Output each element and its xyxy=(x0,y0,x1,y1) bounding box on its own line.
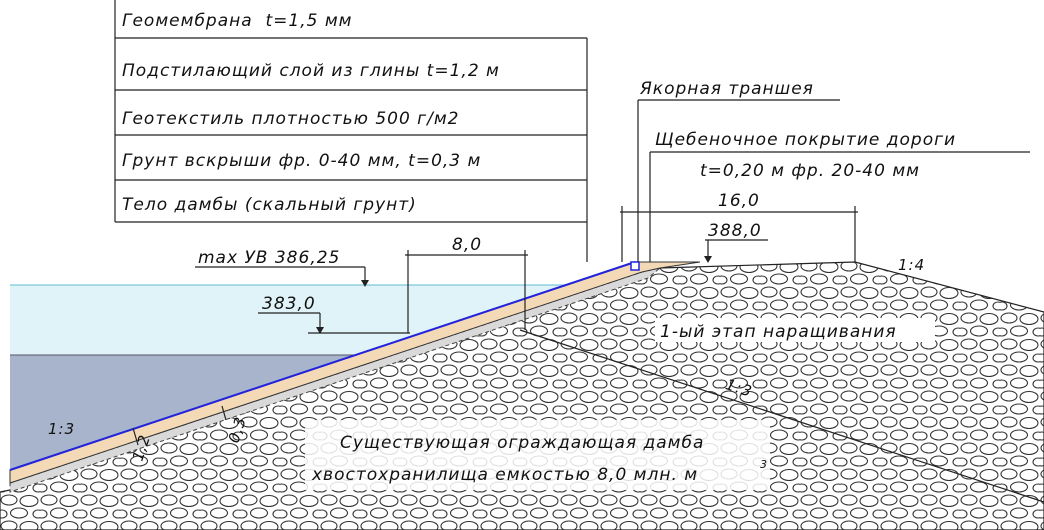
slope-label: 1:3 xyxy=(48,420,75,438)
label-bg xyxy=(655,318,935,342)
existing-dam-sup: 3 xyxy=(760,458,768,471)
level-label: max УВ 386,25 xyxy=(198,248,340,268)
dimension-label: 16,0 xyxy=(718,191,760,211)
legend-lines xyxy=(114,0,588,262)
geomembrane xyxy=(9,261,636,471)
level-label: 388,0 xyxy=(708,221,762,241)
stage-label: 1-ый этап наращивания xyxy=(660,322,897,342)
level-arrow xyxy=(316,327,324,334)
slope-label: 1:4 xyxy=(898,256,925,274)
label-bg xyxy=(305,420,770,490)
level-arrow xyxy=(704,256,712,263)
existing-dam-label: хвостохранилища емкостью 8,0 млн. м xyxy=(311,465,698,485)
legend-text: Геомембрана t=1,5 мм xyxy=(122,11,352,31)
anchor-trench xyxy=(630,261,640,271)
legend-text: Грунт вскрыши фр. 0-40 мм, t=0,3 м xyxy=(122,151,481,171)
dimension-label: 8,0 xyxy=(452,235,482,255)
existing-dam-outline xyxy=(519,329,1044,503)
anchor-trench-label: Якорная траншея xyxy=(639,79,814,99)
level-label: 383,0 xyxy=(262,294,316,314)
leaders xyxy=(132,99,1030,446)
legend-text: Тело дамбы (скальный грунт) xyxy=(122,195,417,215)
level-arrow xyxy=(361,280,369,287)
water-upper xyxy=(10,285,566,355)
existing-dam-label: Существующая ограждающая дамба xyxy=(340,433,704,453)
road-cover-label: Щебеночное покрытие дороги xyxy=(655,130,956,150)
legend-text: Геотекстиль плотностью 500 г/м2 xyxy=(122,109,459,129)
legend-text: Подстилающий слой из глины t=1,2 м xyxy=(122,61,500,81)
road-cover-spec: t=0,20 м фр. 20-40 мм xyxy=(700,161,920,181)
